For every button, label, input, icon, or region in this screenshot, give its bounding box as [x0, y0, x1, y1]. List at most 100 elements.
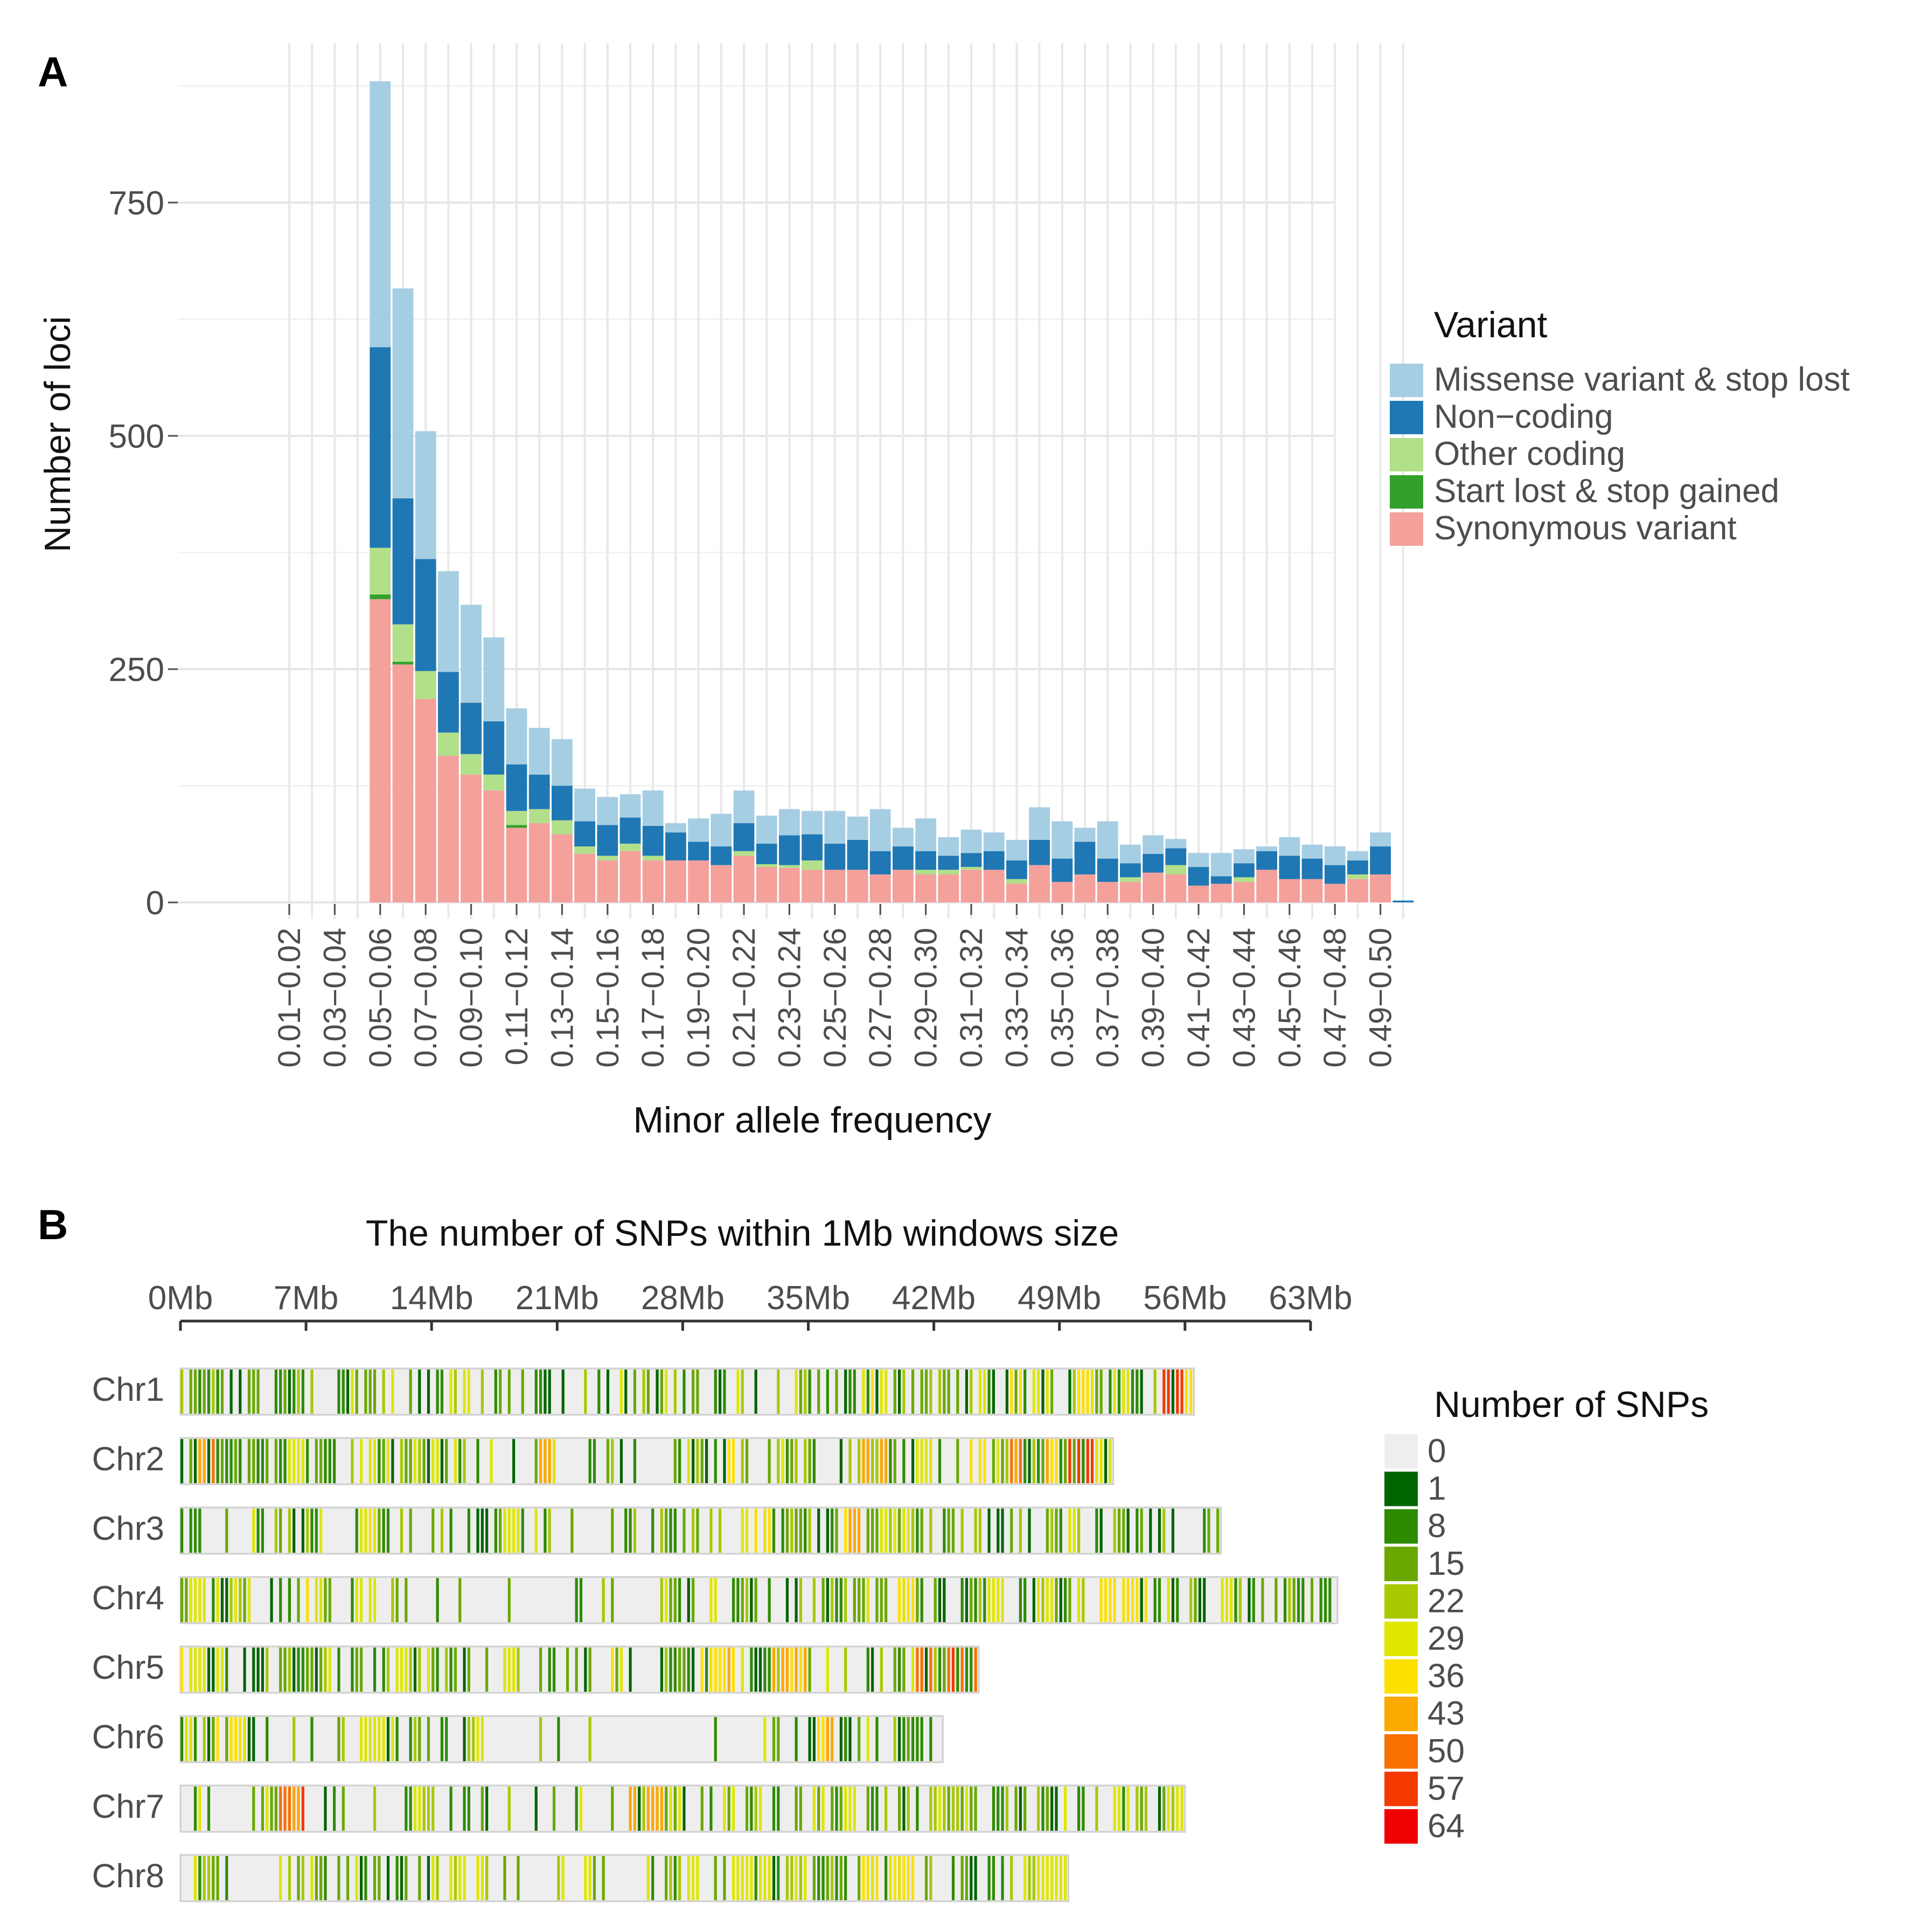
snp-window: [1059, 1578, 1062, 1622]
bar-segment: [642, 856, 664, 861]
snp-window: [395, 1717, 399, 1761]
snp-window: [997, 1439, 1000, 1483]
snp-window: [588, 1856, 591, 1900]
snp-window: [808, 1717, 811, 1761]
snp-window: [714, 1439, 717, 1483]
snp-window: [575, 1578, 578, 1622]
snp-window: [207, 1439, 211, 1483]
snp-window: [1230, 1578, 1233, 1622]
snp-window: [858, 1509, 861, 1553]
snp-window: [656, 1370, 659, 1414]
snp-window: [692, 1856, 695, 1900]
snp-window: [198, 1856, 201, 1900]
snp-window: [960, 1787, 964, 1831]
snp-window: [831, 1787, 834, 1831]
bar-segment: [597, 856, 618, 861]
snp-window: [570, 1509, 574, 1553]
snp-window: [575, 1648, 578, 1692]
snp-window: [431, 1648, 435, 1692]
bar-segment: [1324, 846, 1346, 865]
snp-window: [346, 1856, 350, 1900]
snp-window: [288, 1509, 291, 1553]
bar-segment: [1210, 876, 1232, 884]
snp-window: [974, 1648, 977, 1692]
snp-window: [633, 1439, 636, 1483]
snp-window: [821, 1856, 825, 1900]
bar-segment: [1392, 900, 1414, 902]
bar-segment: [665, 832, 686, 861]
snp-window: [907, 1856, 910, 1900]
bar-segment: [437, 672, 459, 733]
x-tick-label: 0.27−0.28: [863, 928, 898, 1068]
snp-window: [758, 1648, 762, 1692]
snp-window: [633, 1509, 636, 1553]
snp-window: [405, 1648, 408, 1692]
bar-segment: [711, 814, 732, 847]
snp-window: [920, 1717, 923, 1761]
bar-segment: [1347, 860, 1368, 875]
snp-legend-title: Number of SNPs: [1434, 1384, 1709, 1425]
bar-segment: [1188, 885, 1209, 902]
bar-segment: [1119, 863, 1141, 878]
snp-window: [306, 1648, 309, 1692]
snp-window: [1140, 1787, 1143, 1831]
snp-window: [754, 1787, 757, 1831]
snp-window: [1221, 1578, 1224, 1622]
snp-window: [1122, 1578, 1125, 1622]
bar-segment: [392, 662, 414, 665]
bar-segment: [1279, 837, 1300, 856]
snp-window: [319, 1509, 323, 1553]
snp-window: [440, 1509, 444, 1553]
snp-window: [418, 1648, 421, 1692]
snp-window: [1023, 1578, 1027, 1622]
snp-window: [808, 1370, 811, 1414]
snp-window: [378, 1717, 381, 1761]
snp-window: [507, 1787, 511, 1831]
bar-segment: [1324, 865, 1346, 884]
snp-window: [916, 1578, 919, 1622]
snp-window: [1153, 1578, 1157, 1622]
snp-window: [288, 1578, 291, 1622]
snp-window: [324, 1578, 327, 1622]
snp-window: [391, 1439, 394, 1483]
snp-window: [943, 1578, 946, 1622]
snp-window: [624, 1370, 628, 1414]
snp-window: [1082, 1578, 1085, 1622]
snp-window: [212, 1578, 215, 1622]
snp-window: [916, 1439, 919, 1483]
bar-segment: [1006, 879, 1027, 884]
chromosome-row: Chr6: [92, 1715, 944, 1763]
x-tick-label: 0.21−0.22: [727, 928, 762, 1068]
snp-window: [256, 1509, 260, 1553]
snp-window: [987, 1370, 991, 1414]
snp-window: [745, 1578, 749, 1622]
bar-segment: [869, 851, 891, 875]
snp-window: [552, 1787, 556, 1831]
snp-window: [355, 1578, 358, 1622]
bar-segment: [619, 794, 641, 818]
legend-label: 36: [1427, 1658, 1465, 1695]
chromosome-track: [179, 1715, 944, 1763]
snp-window: [997, 1509, 1000, 1553]
snp-window: [754, 1509, 757, 1553]
snp-window: [449, 1648, 452, 1692]
snp-window: [812, 1856, 816, 1900]
snp-window: [683, 1509, 686, 1553]
snp-window: [678, 1787, 681, 1831]
bar-segment: [1119, 881, 1141, 902]
bar-segment: [392, 498, 414, 624]
snp-window: [1032, 1439, 1035, 1483]
bar-segment: [1052, 881, 1073, 902]
snp-window: [1126, 1509, 1130, 1553]
snp-window: [207, 1648, 211, 1692]
snp-window: [293, 1509, 296, 1553]
snp-window: [1046, 1439, 1049, 1483]
snp-window: [951, 1648, 955, 1692]
snp-window: [835, 1370, 838, 1414]
snp-window: [1041, 1578, 1044, 1622]
snp-window: [1144, 1578, 1148, 1622]
snp-window: [386, 1856, 390, 1900]
legend-swatch: [1390, 475, 1423, 509]
snp-window: [382, 1717, 385, 1761]
snp-window: [1140, 1578, 1143, 1622]
